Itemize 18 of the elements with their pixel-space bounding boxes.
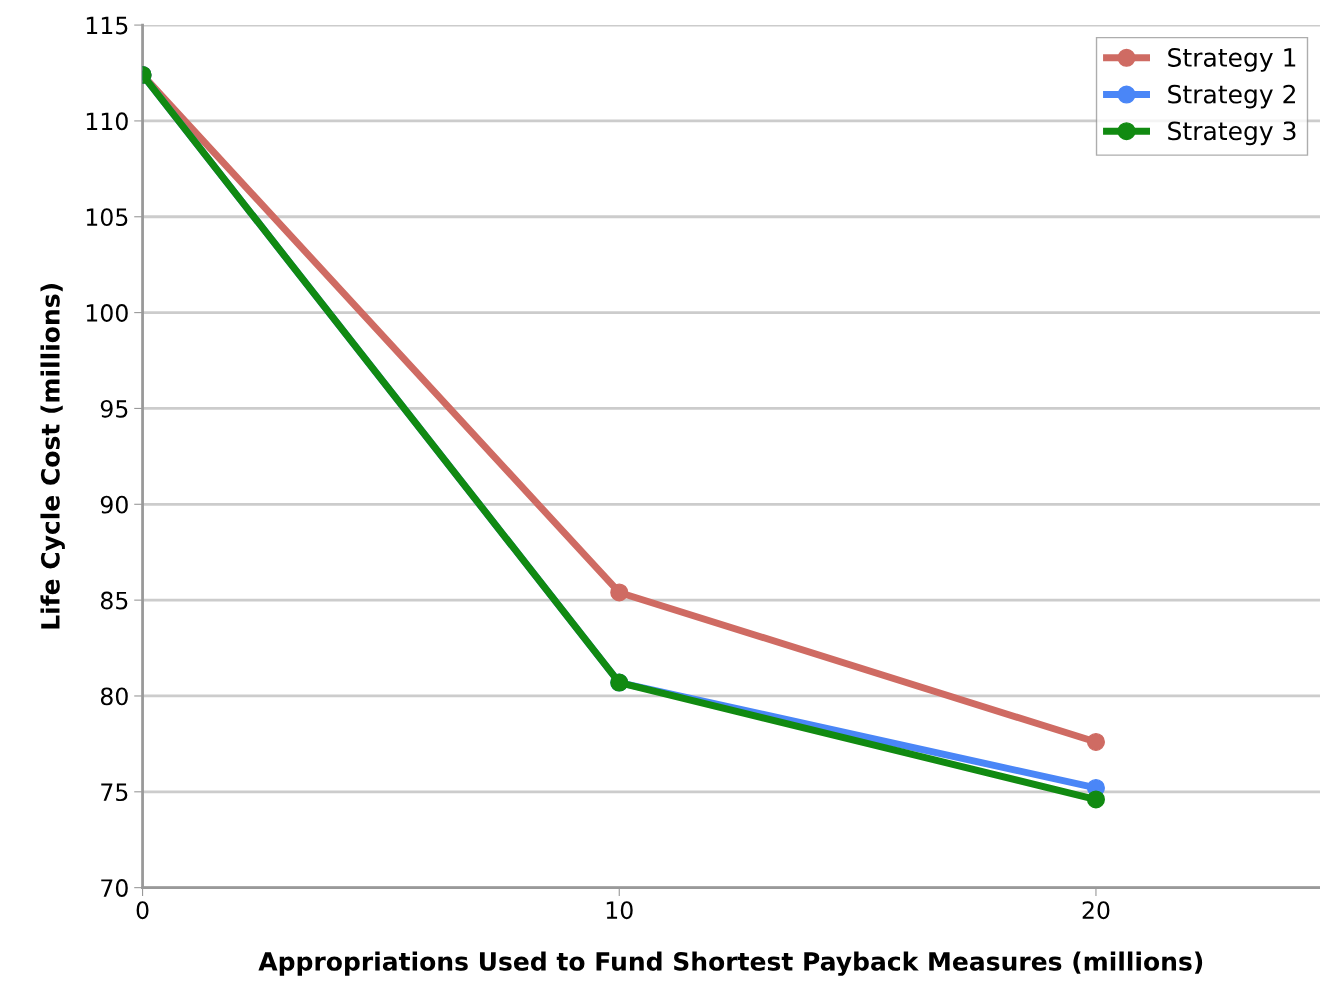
y-tick-label: 75 — [101, 783, 128, 802]
legend-label: Strategy 1 — [1168, 48, 1296, 72]
y-tick-label: 105 — [86, 208, 128, 227]
y-tick-label: 80 — [100, 687, 128, 706]
y-tick-label: 85 — [100, 591, 128, 610]
y-tick-label: 70 — [101, 879, 128, 897]
x-tick-label: 10 — [606, 901, 633, 920]
y-tick-label: 95 — [100, 399, 128, 418]
legend-label: Strategy 2 — [1168, 84, 1295, 109]
y-axis-title: Life Cycle Cost (millions) — [40, 284, 65, 629]
y-tick-label: 100 — [86, 304, 128, 322]
x-tick-label: 0 — [136, 901, 149, 920]
y-tick-label: 90 — [100, 495, 128, 514]
x-tick-label: 20 — [1082, 901, 1110, 920]
y-tick-label: 115 — [86, 16, 128, 35]
legend-label: Strategy 3 — [1168, 121, 1296, 146]
x-axis-title: Appropriations Used to Fund Shortest Payback Measures (millions) — [258, 951, 1203, 976]
y-tick-label: 110 — [86, 112, 128, 131]
